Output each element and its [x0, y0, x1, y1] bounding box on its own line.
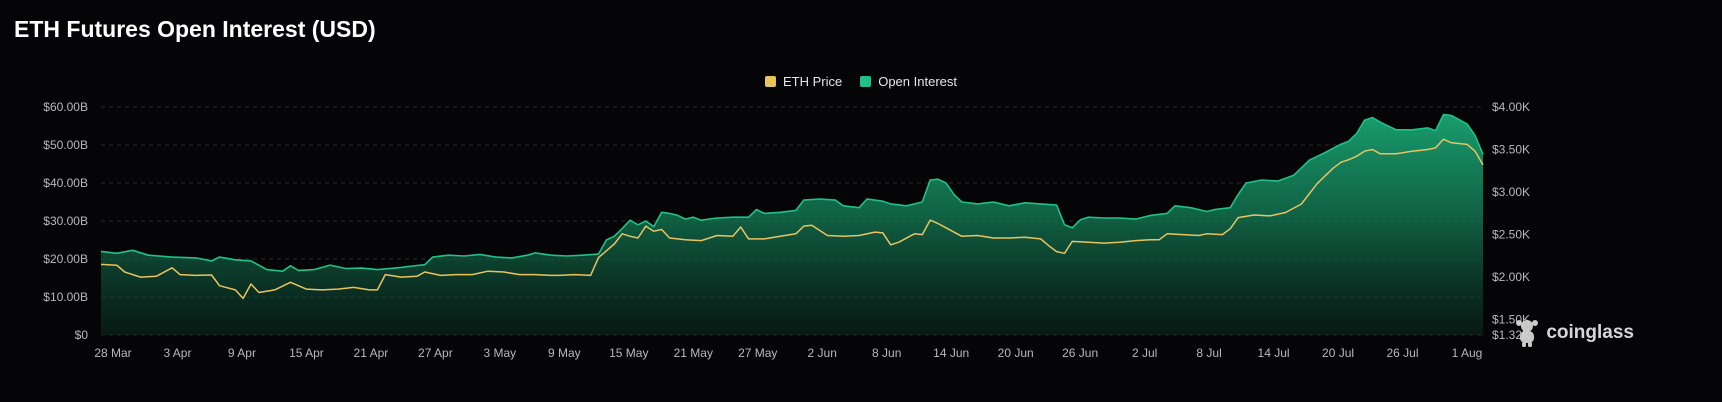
x-tick-label: 2 Jun — [808, 346, 837, 360]
open-interest-area — [101, 114, 1483, 335]
x-tick-label: 20 Jul — [1322, 346, 1354, 360]
x-tick-label: 21 May — [674, 346, 713, 360]
x-tick-label: 2 Jul — [1132, 346, 1157, 360]
x-tick-label: 3 May — [484, 346, 517, 360]
x-tick-label: 9 Apr — [228, 346, 256, 360]
x-tick-label: 14 Jul — [1258, 346, 1290, 360]
x-tick-label: 3 Apr — [163, 346, 191, 360]
y-right-tick-label: $3.50K — [1492, 143, 1530, 157]
y-right-tick-label: $3.00K — [1492, 185, 1530, 199]
page-title: ETH Futures Open Interest (USD) — [14, 16, 376, 42]
coinglass-logo-icon — [1516, 320, 1539, 347]
y-right-tick-label: $2.50K — [1492, 228, 1530, 242]
x-tick-label: 8 Jun — [872, 346, 901, 360]
y-left-tick-label: $30.00B — [43, 214, 88, 228]
brand-name: coinglass — [1546, 322, 1634, 343]
legend-swatch-open-interest — [860, 76, 872, 87]
eth-price-line — [100, 138, 1484, 300]
y-left-tick-label: $60.00B — [43, 100, 88, 114]
series-layer — [100, 113, 1484, 335]
y-left-tick-label: $40.00B — [43, 176, 88, 190]
x-tick-label: 8 Jul — [1196, 346, 1221, 360]
x-tick-label: 26 Jun — [1062, 346, 1098, 360]
open-interest-line — [100, 113, 1484, 272]
x-tick-label: 21 Apr — [354, 346, 389, 360]
x-tick-label: 20 Jun — [998, 346, 1034, 360]
coinglass-watermark: coinglass — [1514, 318, 1634, 348]
legend-label-eth-price: ETH Price — [782, 74, 843, 89]
y-left-tick-label: $0 — [75, 328, 89, 342]
x-tick-label: 26 Jul — [1387, 346, 1419, 360]
y-left-tick-label: $10.00B — [43, 290, 88, 304]
legend-item-open-interest[interactable]: Open Interest — [860, 74, 957, 89]
y-right-tick-label: $4.00K — [1492, 100, 1530, 114]
x-tick-label: 15 May — [609, 346, 648, 360]
x-tick-label: 1 Aug — [1452, 346, 1483, 360]
x-tick-label: 28 Mar — [94, 346, 131, 360]
legend-label-open-interest: Open Interest — [878, 74, 957, 89]
x-tick-label: 27 May — [738, 346, 777, 360]
legend-swatch-eth-price — [764, 76, 776, 87]
y-left-tick-label: $50.00B — [43, 138, 88, 152]
y-left-tick-label: $20.00B — [43, 252, 88, 266]
x-tick-label: 27 Apr — [418, 346, 453, 360]
x-tick-label: 15 Apr — [289, 346, 324, 360]
legend-item-eth-price[interactable]: ETH Price — [764, 74, 843, 89]
x-tick-label: 14 Jun — [933, 346, 969, 360]
x-tick-label: 9 May — [548, 346, 581, 360]
chart-legend: ETH Price Open Interest — [0, 74, 1722, 89]
y-right-tick-label: $2.00K — [1492, 270, 1530, 284]
